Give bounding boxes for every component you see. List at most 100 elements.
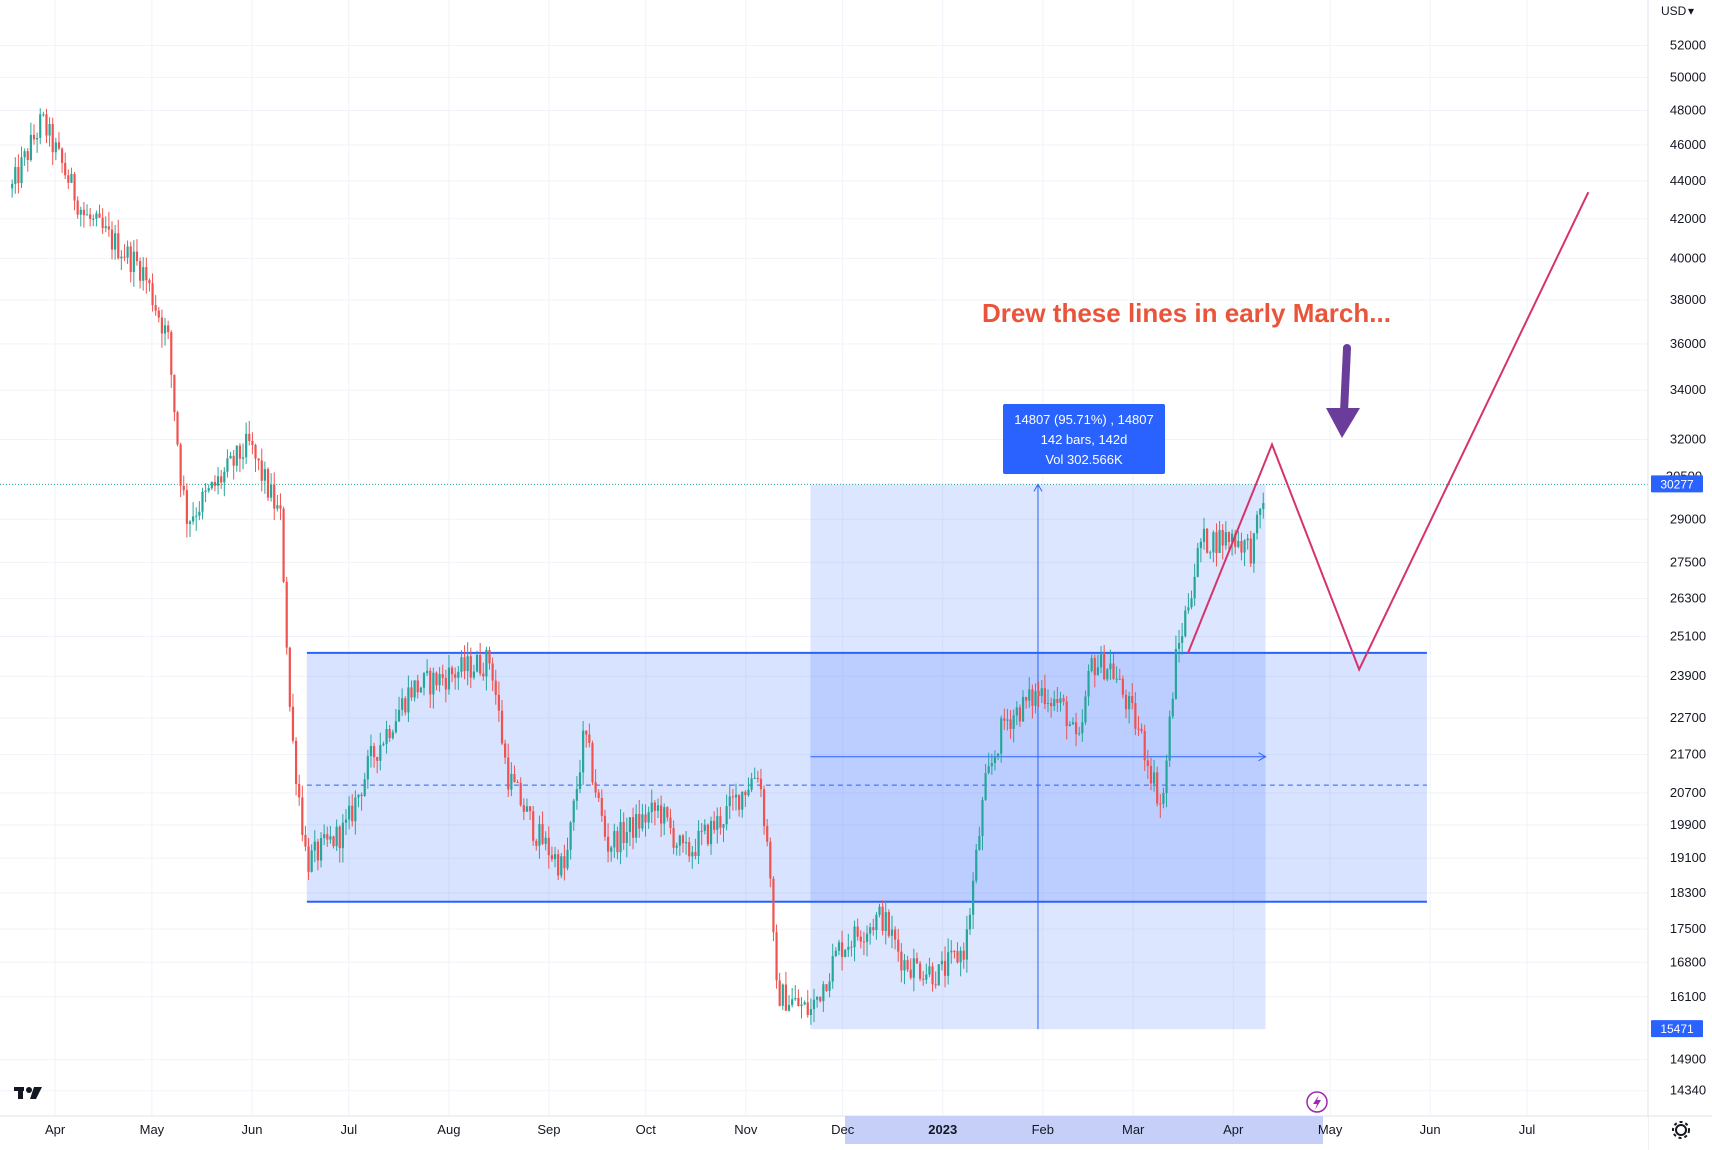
candle [173, 374, 176, 422]
chevron-down-icon[interactable]: ▾ [1688, 4, 1694, 18]
price-tick-label: 19900 [1670, 817, 1706, 832]
candle [98, 204, 101, 218]
candle [541, 811, 544, 845]
tooltip-line-1: 14807 (95.71%) , 14807 [1014, 412, 1154, 427]
candle-body [341, 822, 344, 849]
candle-body [750, 778, 753, 790]
candle-body [450, 667, 454, 675]
candle-body [1215, 532, 1218, 553]
candle [844, 948, 847, 958]
candle [975, 843, 978, 884]
time-tick-label: Dec [831, 1122, 855, 1137]
candle [953, 950, 956, 959]
candle-body [972, 880, 975, 915]
candle [603, 809, 607, 841]
candle-body [675, 845, 678, 848]
candle-body [931, 966, 934, 985]
candle [644, 804, 647, 837]
candle-body [460, 657, 463, 672]
currency-selector[interactable]: USD [1661, 4, 1687, 18]
candle [772, 876, 775, 942]
candle-body [466, 656, 469, 672]
candle-body [279, 505, 282, 509]
candle-body [488, 649, 491, 664]
candle [304, 825, 307, 852]
candle [750, 772, 753, 793]
candle [666, 806, 669, 822]
candle [1202, 517, 1206, 550]
candle-body [114, 233, 117, 250]
time-tick-label: May [1318, 1122, 1343, 1137]
candle-body [313, 841, 316, 851]
candle [11, 179, 14, 198]
price-axis[interactable]: USD ▾ 52000 50000 48000 46000 44000 42000 4000… [1647, 0, 1712, 1150]
candle [656, 798, 660, 819]
measure-tooltip: 14807 (95.71%) , 14807 142 bars, 142d Vo… [1003, 404, 1165, 474]
candle [1196, 542, 1199, 578]
candle-body [759, 778, 763, 790]
candle-body [850, 946, 853, 948]
candle [397, 696, 401, 723]
candle-body [650, 802, 653, 813]
candle [323, 824, 326, 846]
candle [918, 960, 922, 982]
candle-body [1131, 696, 1134, 704]
candle-body [806, 1002, 809, 1015]
candle [1006, 708, 1009, 731]
candle-body [578, 772, 582, 790]
candle [766, 819, 769, 847]
time-axis[interactable]: Apr May Jun Jul Aug Sep Oct Nov Dec 2023 Feb Mar Apr… [0, 1115, 1712, 1150]
candle [809, 998, 812, 1025]
time-tick-label: Mar [1122, 1122, 1145, 1137]
candle [319, 832, 323, 868]
candle-body [48, 124, 51, 136]
candle [606, 823, 610, 863]
candle-body [550, 855, 554, 860]
candle [1224, 521, 1227, 550]
candle-body [182, 485, 185, 491]
candle-body [210, 481, 213, 489]
candle-body [1240, 540, 1243, 553]
candle-body [394, 721, 398, 733]
candle [160, 309, 164, 348]
candle [107, 211, 110, 237]
candle [76, 196, 79, 219]
candle-body [809, 1009, 812, 1015]
candle [1000, 715, 1003, 763]
annotation-arrow[interactable] [1326, 344, 1360, 438]
time-axis-range-highlight [845, 1116, 1323, 1144]
candle [1065, 696, 1068, 740]
candle-body [354, 797, 357, 822]
candle [351, 794, 354, 827]
tradingview-logo-icon[interactable] [14, 1087, 42, 1099]
lightning-icon[interactable] [1306, 1091, 1328, 1113]
price-tick-label: 40000 [1670, 250, 1706, 265]
price-tag [1651, 475, 1703, 493]
annotation[interactable]: Drew these lines in early March... [981, 297, 1391, 328]
candle [519, 777, 522, 807]
candle-body [918, 963, 922, 979]
candle [488, 646, 491, 670]
candle [298, 774, 301, 806]
candle [454, 667, 457, 690]
candle [1021, 690, 1025, 722]
candle [1074, 712, 1078, 747]
candle-body [64, 162, 67, 176]
measure-box[interactable] [810, 483, 1267, 1030]
candle [959, 946, 962, 977]
candle-body [294, 740, 298, 784]
candle [241, 443, 245, 470]
projection-lines[interactable] [1187, 191, 1590, 672]
candle-body [1087, 670, 1090, 697]
candle [482, 662, 485, 681]
candle [925, 963, 928, 984]
range-rectangle[interactable] [306, 651, 1427, 903]
candle [1131, 683, 1134, 710]
candle [1187, 593, 1190, 614]
time-tick-label: Feb [1032, 1122, 1054, 1137]
candle-body [170, 332, 173, 375]
gear-icon[interactable] [1672, 1121, 1690, 1139]
projection-zigzag-line[interactable] [1187, 191, 1590, 672]
candle [825, 984, 828, 992]
